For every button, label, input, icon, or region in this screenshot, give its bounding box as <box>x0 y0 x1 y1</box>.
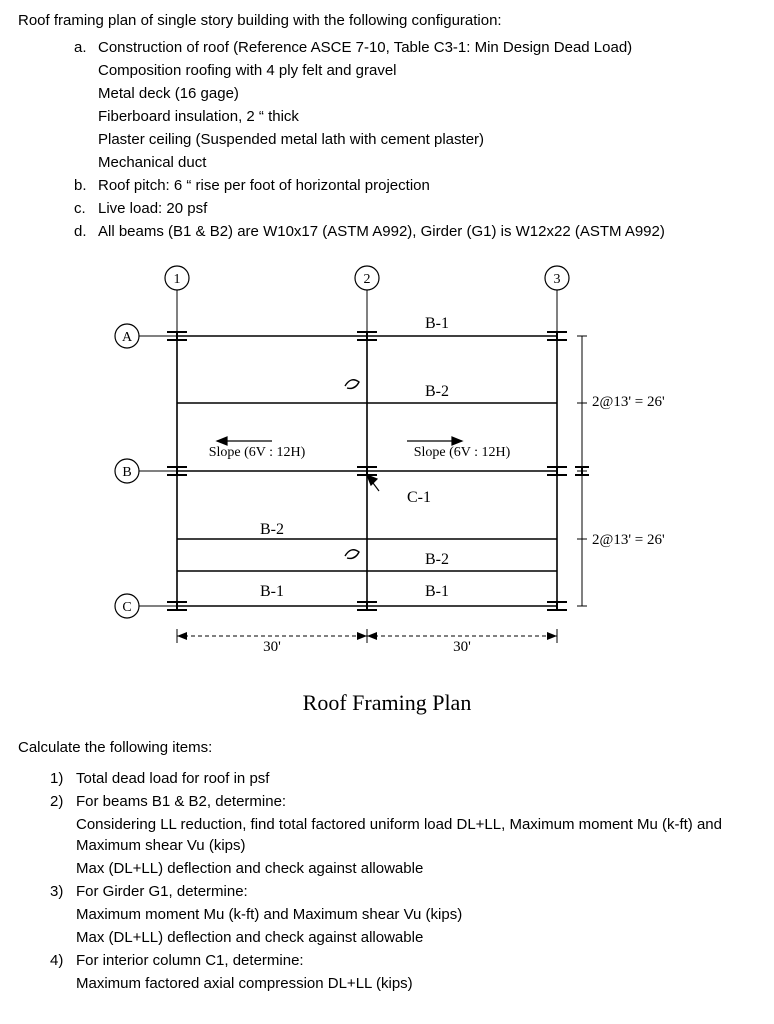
plan-title: Roof Framing Plan <box>18 688 756 719</box>
spec-d-text: All beams (B1 & B2) are W10x17 (ASTM A99… <box>98 221 756 242</box>
q4-head: For interior column C1, determine: <box>76 950 756 971</box>
label-dim30-r: 30' <box>453 639 471 655</box>
marker-b: b. <box>74 175 87 196</box>
label-slope-l: Slope (6V : 12H) <box>209 445 306 460</box>
calc-intro-text: Calculate the following items: <box>18 737 756 758</box>
marker-1: 1) <box>50 768 63 789</box>
spec-a-l3: Fiberboard insulation, 2 “ thick <box>98 106 756 127</box>
spec-a-l1: Composition roofing with 4 ply felt and … <box>98 60 756 81</box>
label-span-top: 2@13' = 26' <box>592 394 665 410</box>
q1-text: Total dead load for roof in psf <box>76 768 756 789</box>
label-span-bot: 2@13' = 26' <box>592 532 665 548</box>
spec-item-a: a. Construction of roof (Reference ASCE … <box>74 37 756 173</box>
spec-c-text: Live load: 20 psf <box>98 198 756 219</box>
label-b2-top1: B-2 <box>425 383 449 400</box>
roof-framing-diagram: 1 2 3 A B C <box>18 256 756 719</box>
spec-a-l4: Plaster ceiling (Suspended metal lath wi… <box>98 129 756 150</box>
label-b1-bot-r: B-1 <box>425 583 449 600</box>
q3-head: For Girder G1, determine: <box>76 881 756 902</box>
q3-l2: Max (DL+LL) deflection and check against… <box>76 927 756 948</box>
marker-a: a. <box>74 37 87 58</box>
spec-b-text: Roof pitch: 6 “ rise per foot of horizon… <box>98 175 756 196</box>
marker-c: c. <box>74 198 86 219</box>
question-1: 1) Total dead load for roof in psf <box>50 768 756 789</box>
marker-2: 2) <box>50 791 63 812</box>
q2-head: For beams B1 & B2, determine: <box>76 791 756 812</box>
spec-a-l5: Mechanical duct <box>98 152 756 173</box>
grid-2-label: 2 <box>364 272 371 287</box>
q3-l1: Maximum moment Mu (k-ft) and Maximum she… <box>76 904 756 925</box>
label-b1-bot-l: B-1 <box>260 583 284 600</box>
marker-3: 3) <box>50 881 63 902</box>
spec-item-b: b. Roof pitch: 6 “ rise per foot of hori… <box>74 175 756 196</box>
spec-list: a. Construction of roof (Reference ASCE … <box>18 37 756 242</box>
label-b2-top2: B-2 <box>260 521 284 538</box>
label-b2-bot: B-2 <box>425 551 449 568</box>
grid-1-label: 1 <box>174 272 181 287</box>
q4-l1: Maximum factored axial compression DL+LL… <box>76 973 756 994</box>
question-4: 4) For interior column C1, determine: Ma… <box>50 950 756 994</box>
marker-4: 4) <box>50 950 63 971</box>
q2-l2: Max (DL+LL) deflection and check against… <box>76 858 756 879</box>
q2-l1: Considering LL reduction, find total fac… <box>76 814 756 856</box>
grid-b-label: B <box>122 465 131 480</box>
spec-a-l2: Metal deck (16 gage) <box>98 83 756 104</box>
grid-c-label: C <box>122 600 131 615</box>
grid-a-label: A <box>122 330 133 345</box>
framing-plan-svg: 1 2 3 A B C <box>107 256 667 676</box>
grid-3-label: 3 <box>554 272 561 287</box>
spec-item-d: d. All beams (B1 & B2) are W10x17 (ASTM … <box>74 221 756 242</box>
label-dim30-l: 30' <box>263 639 281 655</box>
question-2: 2) For beams B1 & B2, determine: Conside… <box>50 791 756 879</box>
label-b1-top: B-1 <box>425 315 449 332</box>
intro-text: Roof framing plan of single story buildi… <box>18 10 756 31</box>
spec-item-c: c. Live load: 20 psf <box>74 198 756 219</box>
label-slope-r: Slope (6V : 12H) <box>414 445 511 460</box>
question-list: 1) Total dead load for roof in psf 2) Fo… <box>18 768 756 994</box>
question-3: 3) For Girder G1, determine: Maximum mom… <box>50 881 756 948</box>
label-c1: C-1 <box>407 489 431 506</box>
spec-a-head: Construction of roof (Reference ASCE 7-1… <box>98 37 756 58</box>
marker-d: d. <box>74 221 87 242</box>
